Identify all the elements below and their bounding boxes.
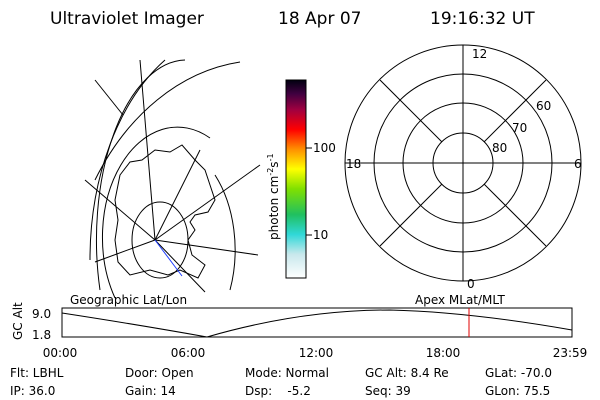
time: 19:16:32 UT bbox=[430, 9, 535, 29]
date: 18 Apr 07 bbox=[278, 9, 361, 29]
status-field: Door: Open bbox=[125, 366, 194, 380]
status-field: GLon: 75.5 bbox=[485, 384, 550, 398]
y-tick-label: 1.8 bbox=[32, 328, 51, 342]
x-tick-label: 23:59 bbox=[553, 346, 588, 360]
unit-exp: -1 bbox=[266, 153, 275, 161]
colorbar bbox=[285, 79, 307, 279]
unit-exp: -2 bbox=[266, 168, 275, 176]
plot-label: Geographic Lat/Lon bbox=[70, 293, 187, 307]
mlt-label: 0 bbox=[467, 277, 475, 291]
status-field: Gain: 14 bbox=[125, 384, 176, 398]
plot-frame bbox=[61, 307, 573, 338]
y-tick-label: 9.0 bbox=[32, 307, 51, 321]
colorbar-label: photon cm-2s-1 bbox=[266, 153, 281, 240]
colorbar-tick-label: 10 bbox=[313, 228, 328, 242]
lat-label: 70 bbox=[512, 121, 527, 135]
x-tick-label: 18:00 bbox=[426, 346, 461, 360]
status-field: Flt: LBHL bbox=[10, 366, 64, 380]
unit: photon cm bbox=[267, 176, 281, 240]
status-field: Mode: Normal bbox=[245, 366, 329, 380]
plot-label: Apex MLat/MLT bbox=[415, 293, 505, 307]
x-tick-label: 06:00 bbox=[171, 346, 206, 360]
title: Ultraviolet Imager bbox=[50, 9, 204, 29]
altitude-curve bbox=[61, 309, 573, 338]
lat-label: 80 bbox=[492, 141, 507, 155]
colorbar-tick-label: 100 bbox=[313, 141, 336, 155]
x-tick-label: 12:00 bbox=[299, 346, 334, 360]
status-field: GC Alt: 8.4 Re bbox=[365, 366, 449, 380]
polar-grid bbox=[344, 44, 582, 282]
mlt-label: 12 bbox=[472, 47, 487, 61]
mlt-label: 6 bbox=[574, 157, 582, 171]
y-label: GC Alt bbox=[11, 302, 25, 340]
status-field: GLat: -70.0 bbox=[485, 366, 552, 380]
x-tick-label: 00:00 bbox=[43, 346, 78, 360]
status-field: IP: 36.0 bbox=[10, 384, 55, 398]
geo-map bbox=[84, 59, 261, 299]
unit: s bbox=[267, 161, 281, 167]
status-block: Flt: LBHL Door: Open Mode: Normal GC Alt: 8… bbox=[10, 366, 552, 398]
mlt-label: 18 bbox=[346, 157, 361, 171]
lat-label: 60 bbox=[536, 99, 551, 113]
status-field: Seq: 39 bbox=[365, 384, 411, 398]
status-field: Dsp: -5.2 bbox=[245, 384, 311, 398]
